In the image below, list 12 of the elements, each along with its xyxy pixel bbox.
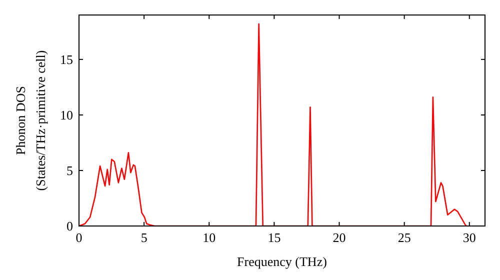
x-tick-label: 10 bbox=[202, 230, 216, 245]
y-axis-title: Phonon DOS (States/THz·primitive cell) bbox=[13, 50, 48, 191]
x-tick-label: 25 bbox=[398, 230, 411, 245]
x-tick-label: 5 bbox=[140, 230, 148, 245]
x-tick-label: 20 bbox=[332, 230, 346, 245]
y-tick-label: 10 bbox=[60, 107, 73, 122]
x-tick-label: 15 bbox=[268, 230, 281, 245]
y-tick-label: 15 bbox=[60, 52, 73, 67]
x-axis-title: Frequency (THz) bbox=[237, 254, 327, 269]
y-tick-label: 5 bbox=[66, 162, 73, 178]
y-tick-label: 0 bbox=[66, 218, 73, 234]
x-tick-label: 30 bbox=[462, 230, 476, 245]
